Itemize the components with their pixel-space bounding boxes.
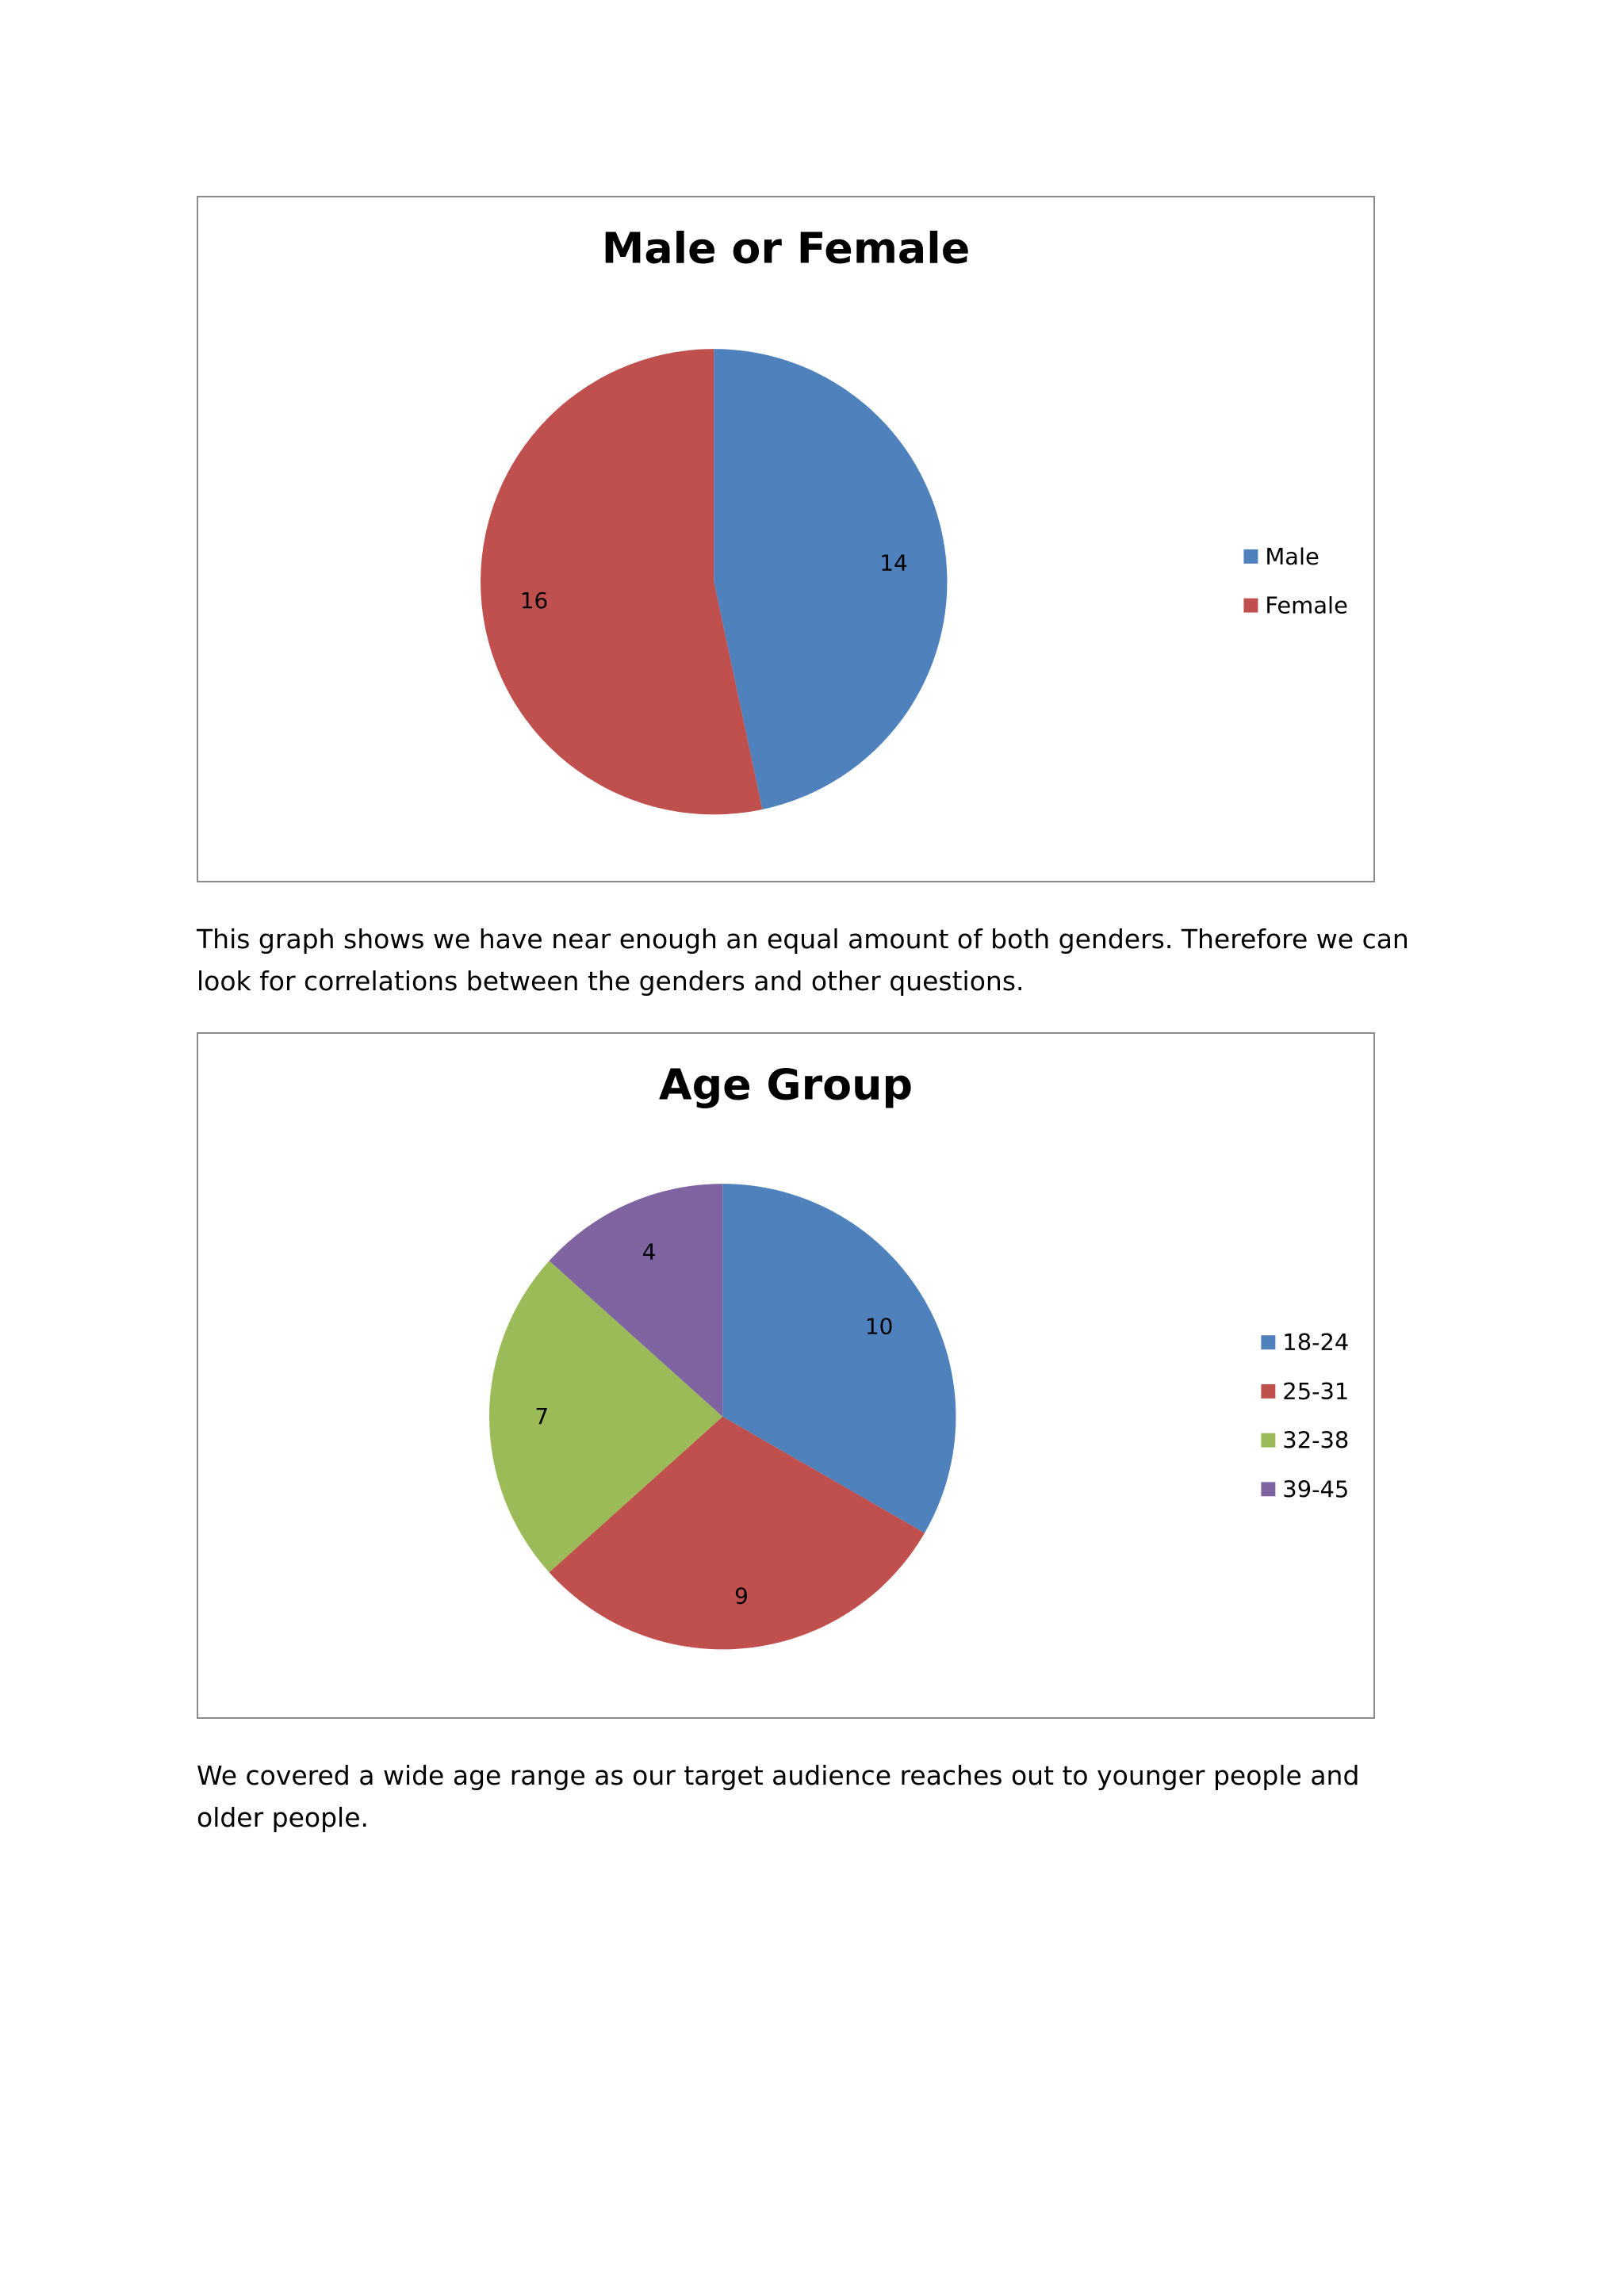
- legend-label-39-45: 39-45: [1282, 1475, 1349, 1502]
- data-label-25-31: 9: [734, 1583, 749, 1609]
- legend-swatch-18-24: [1261, 1335, 1276, 1350]
- legend-label-18-24: 18-24: [1282, 1329, 1349, 1356]
- pie-slice-female: [481, 349, 763, 815]
- data-label-18-24: 10: [865, 1313, 894, 1339]
- chart-male-or-female-svg: Male or Female 14 16 Male Female: [481, 224, 1348, 815]
- legend-swatch-32-38: [1261, 1433, 1276, 1448]
- legend-swatch-female: [1243, 598, 1258, 613]
- legend-label-32-38: 32-38: [1282, 1427, 1349, 1454]
- chart-age-group: Age Group 10 9 7 4 18-24 25-31 32-38 39-45: [197, 1032, 1375, 1719]
- chart-title: Male or Female: [602, 224, 971, 274]
- chart-age-group-svg: Age Group 10 9 7 4 18-24 25-31 32-38 39-45: [489, 1060, 1349, 1650]
- data-label-32-38: 7: [534, 1403, 549, 1429]
- data-label-39-45: 4: [642, 1238, 657, 1265]
- paragraph-age-summary: We covered a wide age range as our targe…: [197, 1760, 1360, 1833]
- chart-male-or-female: Male or Female 14 16 Male Female: [197, 196, 1375, 882]
- pie-slice-18-24: [722, 1184, 956, 1533]
- legend-swatch-39-45: [1261, 1482, 1276, 1497]
- pie-slice-male: [714, 349, 948, 809]
- legend-swatch-25-31: [1261, 1383, 1276, 1399]
- pie-slice-32-38: [489, 1261, 723, 1573]
- pie-slice-39-45: [549, 1184, 723, 1417]
- pie-slice-25-31: [549, 1416, 925, 1650]
- legend-label-25-31: 25-31: [1282, 1378, 1349, 1405]
- legend-label-male: Male: [1265, 543, 1319, 570]
- paragraph-gender-summary: This graph shows we have near enough an …: [197, 924, 1409, 997]
- chart-title: Age Group: [659, 1060, 913, 1110]
- data-label-male: 14: [879, 549, 908, 576]
- data-label-female: 16: [520, 587, 549, 614]
- legend-label-female: Female: [1265, 592, 1348, 619]
- legend-swatch-male: [1243, 549, 1258, 564]
